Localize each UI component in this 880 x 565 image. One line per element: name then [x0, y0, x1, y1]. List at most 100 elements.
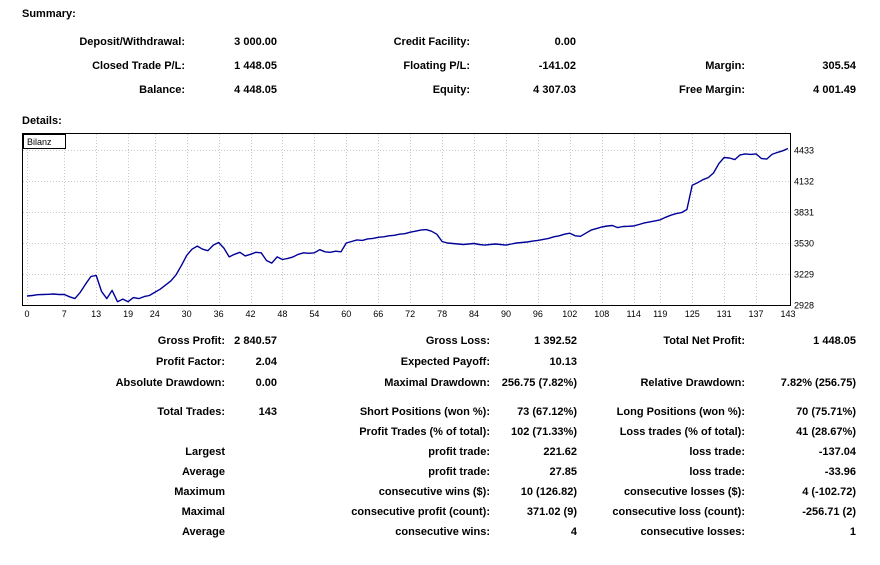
stat-label-long-positions: Long Positions (won %):: [616, 406, 745, 418]
account-statement: Summary: Deposit/Withdrawal: 3 000.00 Cr…: [22, 8, 858, 542]
stat-value-absolute-drawdown: 0.00: [255, 376, 277, 389]
x-tick-label: 125: [685, 309, 700, 319]
stat-label-largest: Largest: [185, 446, 225, 458]
stat-label-consecutive-profit: consecutive profit (count):: [351, 506, 490, 518]
stat-label-relative-drawdown: Relative Drawdown:: [640, 376, 745, 389]
stat-label-gross-profit: Gross Profit:: [157, 334, 225, 347]
stats-row: Maximum consecutive wins ($): 10 (126.82…: [22, 482, 858, 502]
stat-label-gross-loss: Gross Loss:: [425, 334, 490, 347]
stat-value-average-profit-trade: 27.85: [549, 466, 577, 478]
summary-row: Balance: 4 448.05 Equity: 4 307.03 Free …: [22, 78, 858, 102]
stat-label-profit-factor: Profit Factor:: [155, 355, 225, 368]
stat-label-largest-loss-trade: loss trade:: [689, 446, 745, 458]
x-tick-label: 72: [405, 309, 415, 319]
x-tick-label: 36: [214, 309, 224, 319]
stat-value-gross-loss: 1 392.52: [534, 334, 577, 347]
stat-label-total-trades: Total Trades:: [157, 406, 225, 418]
stat-value-short-positions: 73 (67.12%): [517, 406, 577, 418]
x-tick-label: 13: [91, 309, 101, 319]
x-tick-label: 114: [626, 309, 640, 319]
stat-value-expected-payoff: 10.13: [549, 355, 577, 368]
summary-label-balance: Balance:: [139, 84, 185, 96]
x-tick-label: 30: [182, 309, 192, 319]
stat-label-absolute-drawdown: Absolute Drawdown:: [115, 376, 225, 389]
x-tick-label: 48: [277, 309, 287, 319]
stat-label-short-positions: Short Positions (won %):: [359, 406, 490, 418]
stat-label-profit-trades: Profit Trades (% of total):: [359, 426, 490, 438]
stats-row: Profit Factor: 2.04 Expected Payoff: 10.…: [22, 351, 858, 372]
y-tick-label: 3530: [794, 239, 814, 249]
balance-chart: Bilanz 0 7 13 19 24 30 36 42 48 54 60 66 72 78 84 90 96 1…: [22, 133, 814, 319]
stat-label-consecutive-losses: consecutive losses ($):: [623, 486, 745, 498]
x-tick-label: 54: [309, 309, 319, 319]
stats-row: Total Trades: 143 Short Positions (won %…: [22, 402, 858, 422]
summary-title: Summary:: [22, 8, 76, 20]
chart-gridlines: [23, 134, 789, 304]
summary-value-free-margin: 4 001.49: [813, 84, 856, 96]
stat-label-avg-consecutive-wins: consecutive wins:: [395, 526, 490, 538]
stat-value-maximal-drawdown: 256.75 (7.82%): [501, 376, 577, 389]
chart-plot-border: [22, 133, 791, 306]
stat-value-total-trades: 143: [258, 406, 277, 418]
balance-chart-container: Bilanz 0 7 13 19 24 30 36 42 48 54 60 66 72 78 84 90 96 1…: [22, 133, 858, 323]
y-axis-labels: 2928 3229 3530 3831 4132 4433: [794, 146, 814, 311]
summary-table: Deposit/Withdrawal: 3 000.00 Credit Faci…: [22, 30, 858, 102]
stats-row: Largest profit trade: 221.62 loss trade:…: [22, 442, 858, 462]
stat-value-loss-trades: 41 (28.67%): [796, 426, 856, 438]
stat-value-gross-profit: 2 840.57: [234, 334, 277, 347]
x-tick-label: 78: [437, 309, 447, 319]
stat-value-profit-factor: 2.04: [255, 355, 277, 368]
stat-value-relative-drawdown: 7.82% (256.75): [780, 376, 856, 389]
summary-label-deposit-withdrawal: Deposit/Withdrawal:: [79, 36, 185, 48]
summary-value-credit-facility: 0.00: [554, 36, 576, 48]
stat-value-avg-consecutive-losses: 1: [849, 526, 856, 538]
stat-label-avg-consecutive-losses: consecutive losses:: [640, 526, 745, 538]
details-title: Details:: [22, 115, 62, 127]
x-tick-label: 119: [653, 309, 667, 319]
summary-row: Deposit/Withdrawal: 3 000.00 Credit Faci…: [22, 30, 858, 54]
stats-row: Average profit trade: 27.85 loss trade: …: [22, 462, 858, 482]
stat-value-avg-consecutive-wins: 4: [570, 526, 577, 538]
summary-label-free-margin: Free Margin:: [678, 84, 745, 96]
x-tick-label: 102: [562, 309, 577, 319]
y-tick-label: 4132: [794, 177, 814, 187]
y-tick-label: 3229: [794, 270, 814, 280]
x-tick-label: 66: [373, 309, 383, 319]
x-tick-label: 42: [246, 309, 256, 319]
chart-legend-label: Bilanz: [27, 137, 52, 147]
summary-label-equity: Equity:: [432, 84, 470, 96]
summary-value-balance: 4 448.05: [234, 84, 277, 96]
stats-row: Average consecutive wins: 4 consecutive …: [22, 522, 858, 542]
x-tick-label: 7: [62, 309, 67, 319]
summary-label-credit-facility: Credit Facility:: [393, 36, 470, 48]
stat-label-average-profit-trade: profit trade:: [428, 466, 490, 478]
stats-row: Profit Trades (% of total): 102 (71.33%)…: [22, 422, 858, 442]
stats-row: Maximal consecutive profit (count): 371.…: [22, 502, 858, 522]
stat-label-loss-trades: Loss trades (% of total):: [619, 426, 745, 438]
y-tick-label: 4433: [794, 146, 814, 156]
y-tick-label: 3831: [794, 208, 814, 218]
stat-label-total-net-profit: Total Net Profit:: [663, 334, 745, 347]
stat-label-average-loss-trade: loss trade:: [689, 466, 745, 478]
stats-row: Gross Profit: 2 840.57 Gross Loss: 1 392…: [22, 330, 858, 351]
x-tick-label: 143: [780, 309, 795, 319]
x-tick-label: 0: [24, 309, 29, 319]
summary-label-closed-trade-pl: Closed Trade P/L:: [92, 60, 185, 72]
summary-value-deposit-withdrawal: 3 000.00: [234, 36, 277, 48]
x-tick-label: 137: [749, 309, 764, 319]
stat-label-average2: Average: [181, 526, 225, 538]
stat-value-consecutive-wins: 10 (126.82): [520, 486, 577, 498]
x-tick-label: 108: [594, 309, 609, 319]
stat-label-consecutive-wins: consecutive wins ($):: [378, 486, 490, 498]
summary-value-floating-pl: -141.02: [538, 60, 576, 72]
stat-value-average-loss-trade: -33.96: [824, 466, 856, 478]
stat-value-consecutive-loss: -256.71 (2): [802, 506, 856, 518]
x-axis-labels: 0 7 13 19 24 30 36 42 48 54 60 66 72 78 84 90 96 102 108 11…: [24, 309, 795, 319]
summary-value-closed-trade-pl: 1 448.05: [234, 60, 277, 72]
x-tick-label: 60: [341, 309, 351, 319]
x-tick-label: 19: [123, 309, 133, 319]
stat-value-largest-profit-trade: 221.62: [543, 446, 577, 458]
stat-value-long-positions: 70 (75.71%): [796, 406, 856, 418]
stat-label-average: Average: [181, 466, 225, 478]
stat-value-largest-loss-trade: -137.04: [818, 446, 856, 458]
